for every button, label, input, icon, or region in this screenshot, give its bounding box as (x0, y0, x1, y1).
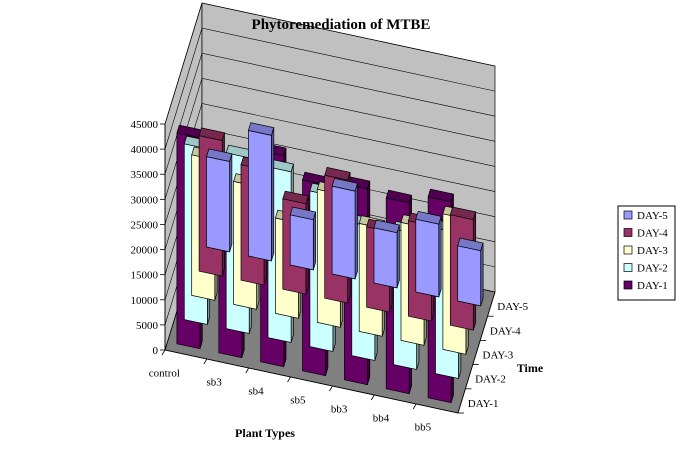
bar-front (373, 227, 398, 289)
category-label: sb5 (290, 395, 306, 407)
y-tick-label: 30000 (131, 194, 159, 206)
bar-side (396, 224, 400, 289)
bars (176, 122, 484, 404)
bar-top (282, 190, 309, 205)
series-axis-label: DAY-5 (497, 301, 528, 313)
legend-label: DAY-4 (637, 228, 668, 240)
bar (331, 177, 358, 280)
bar-top (206, 148, 233, 162)
bar-top (198, 127, 225, 141)
bar-top (457, 237, 484, 252)
y-tick-label: 45000 (131, 119, 159, 131)
legend-label: DAY-1 (637, 280, 668, 292)
series-axis-label: DAY-4 (490, 325, 521, 337)
gridline (164, 2, 496, 125)
bar (457, 237, 484, 307)
y-tick-label: 20000 (131, 245, 159, 257)
legend-label: DAY-2 (637, 263, 668, 275)
bar-front (248, 129, 272, 262)
bar-top (385, 189, 413, 204)
category-label: bb3 (331, 404, 348, 416)
bar-top (324, 166, 351, 181)
x-tick (370, 394, 375, 401)
y-tick-label: 25000 (131, 219, 159, 231)
bar (373, 219, 400, 289)
bar-top (373, 219, 400, 234)
bar-side (480, 242, 484, 307)
bar-front (206, 156, 230, 253)
bar-side (438, 216, 442, 298)
y-tick-label: 0 (153, 345, 159, 357)
bar-top (289, 206, 317, 221)
bar (247, 122, 275, 262)
chart-title: Phytoremediation of MTBE (252, 17, 431, 33)
bar-side (354, 183, 358, 280)
x-axis-line (164, 349, 459, 414)
axes: 0 5000 10000 15000 20000 25000 30000 35000 40000… (131, 119, 529, 434)
bar-side (271, 127, 275, 262)
bar-front (331, 185, 356, 280)
legend-label: DAY-5 (637, 210, 668, 222)
x-tick (245, 367, 250, 374)
legend-swatch (623, 245, 633, 255)
legend-swatch (623, 263, 633, 272)
category-label: control (149, 368, 180, 380)
legend-swatch (623, 210, 633, 220)
x-axis-title: Plant Types (235, 426, 295, 440)
bar-top (247, 122, 275, 136)
x-tick (412, 403, 417, 410)
series-axis-label: DAY-1 (468, 398, 499, 410)
category-label: bb5 (415, 422, 432, 434)
bar (289, 206, 317, 271)
x-tick (161, 349, 166, 356)
bar-top (415, 210, 442, 225)
y-tick-label: 10000 (131, 295, 159, 307)
bar-top (331, 177, 358, 192)
bar-front (415, 218, 440, 298)
legend: DAY-5 DAY-4 DAY-3 DAY-2 DAY-1 (617, 205, 676, 301)
y-tick-label: 15000 (131, 270, 159, 282)
category-label: bb4 (373, 413, 390, 425)
y-tick-label: 40000 (131, 144, 159, 156)
y-tick-label: 5000 (136, 320, 159, 332)
z-axis-line (457, 291, 496, 414)
x-tick (329, 385, 333, 392)
bar (415, 210, 442, 298)
category-label: sb3 (207, 377, 223, 389)
bar-top (449, 206, 477, 221)
y-tick-label: 35000 (131, 169, 159, 181)
category-label: sb4 (248, 386, 264, 398)
x-tick (203, 358, 208, 365)
gridline (164, 27, 496, 150)
bar-top (427, 188, 454, 203)
series-axis-label: DAY-2 (475, 374, 506, 386)
legend-swatch (623, 228, 633, 237)
bar (206, 148, 233, 253)
bar-front (289, 214, 314, 271)
z-axis-title: Time (517, 361, 544, 375)
series-axis-label: DAY-3 (483, 350, 514, 362)
legend-swatch (623, 280, 633, 290)
x-tick (287, 376, 291, 383)
legend-label: DAY-3 (637, 245, 668, 257)
bar-front (457, 245, 482, 307)
